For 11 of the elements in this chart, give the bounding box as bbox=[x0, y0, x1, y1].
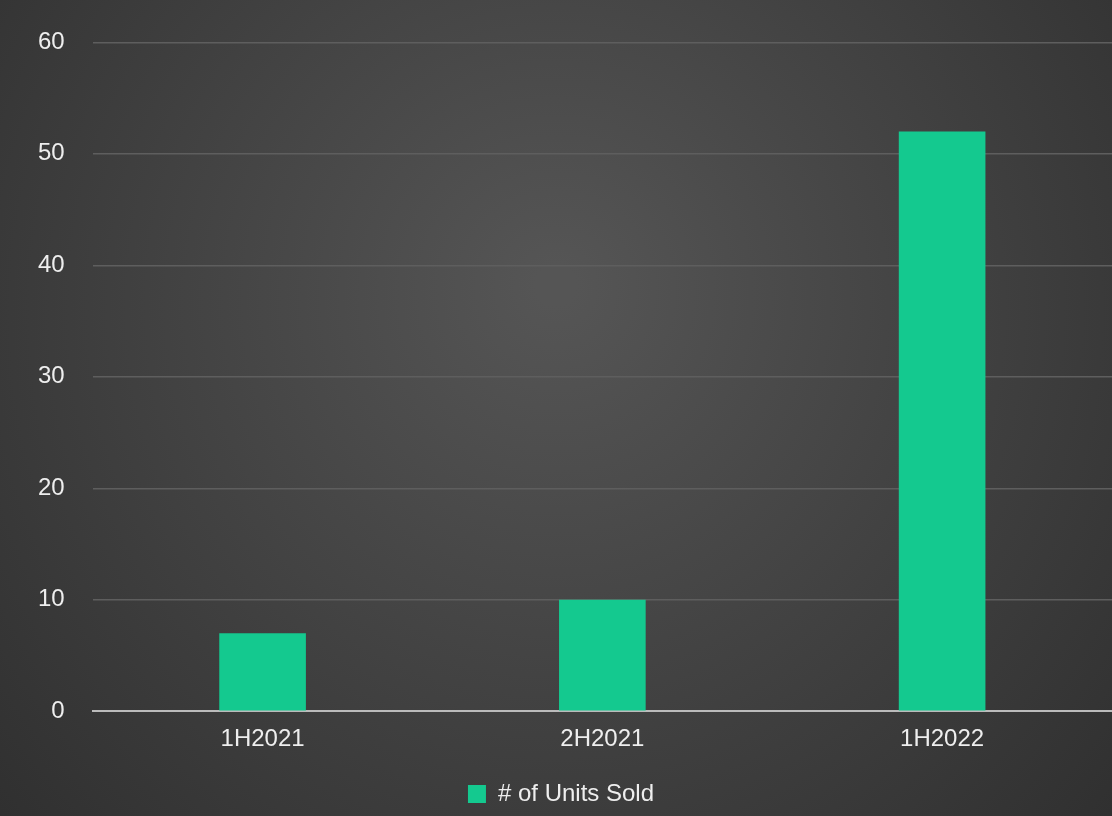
legend-label: # of Units Sold bbox=[497, 778, 655, 806]
x-tick-label: 1H2021 bbox=[220, 724, 305, 752]
x-tick-label: 1H2022 bbox=[900, 724, 985, 752]
y-tick-label: 10 bbox=[37, 584, 65, 612]
y-tick-label: 50 bbox=[37, 138, 65, 166]
y-tick-label: 20 bbox=[37, 472, 65, 500]
x-tick-label: 2H2021 bbox=[560, 724, 645, 752]
y-tick-label: 60 bbox=[37, 27, 65, 55]
y-tick-label: 0 bbox=[51, 695, 65, 723]
y-tick-label: 30 bbox=[37, 361, 65, 389]
y-tick-label: 40 bbox=[37, 249, 65, 277]
